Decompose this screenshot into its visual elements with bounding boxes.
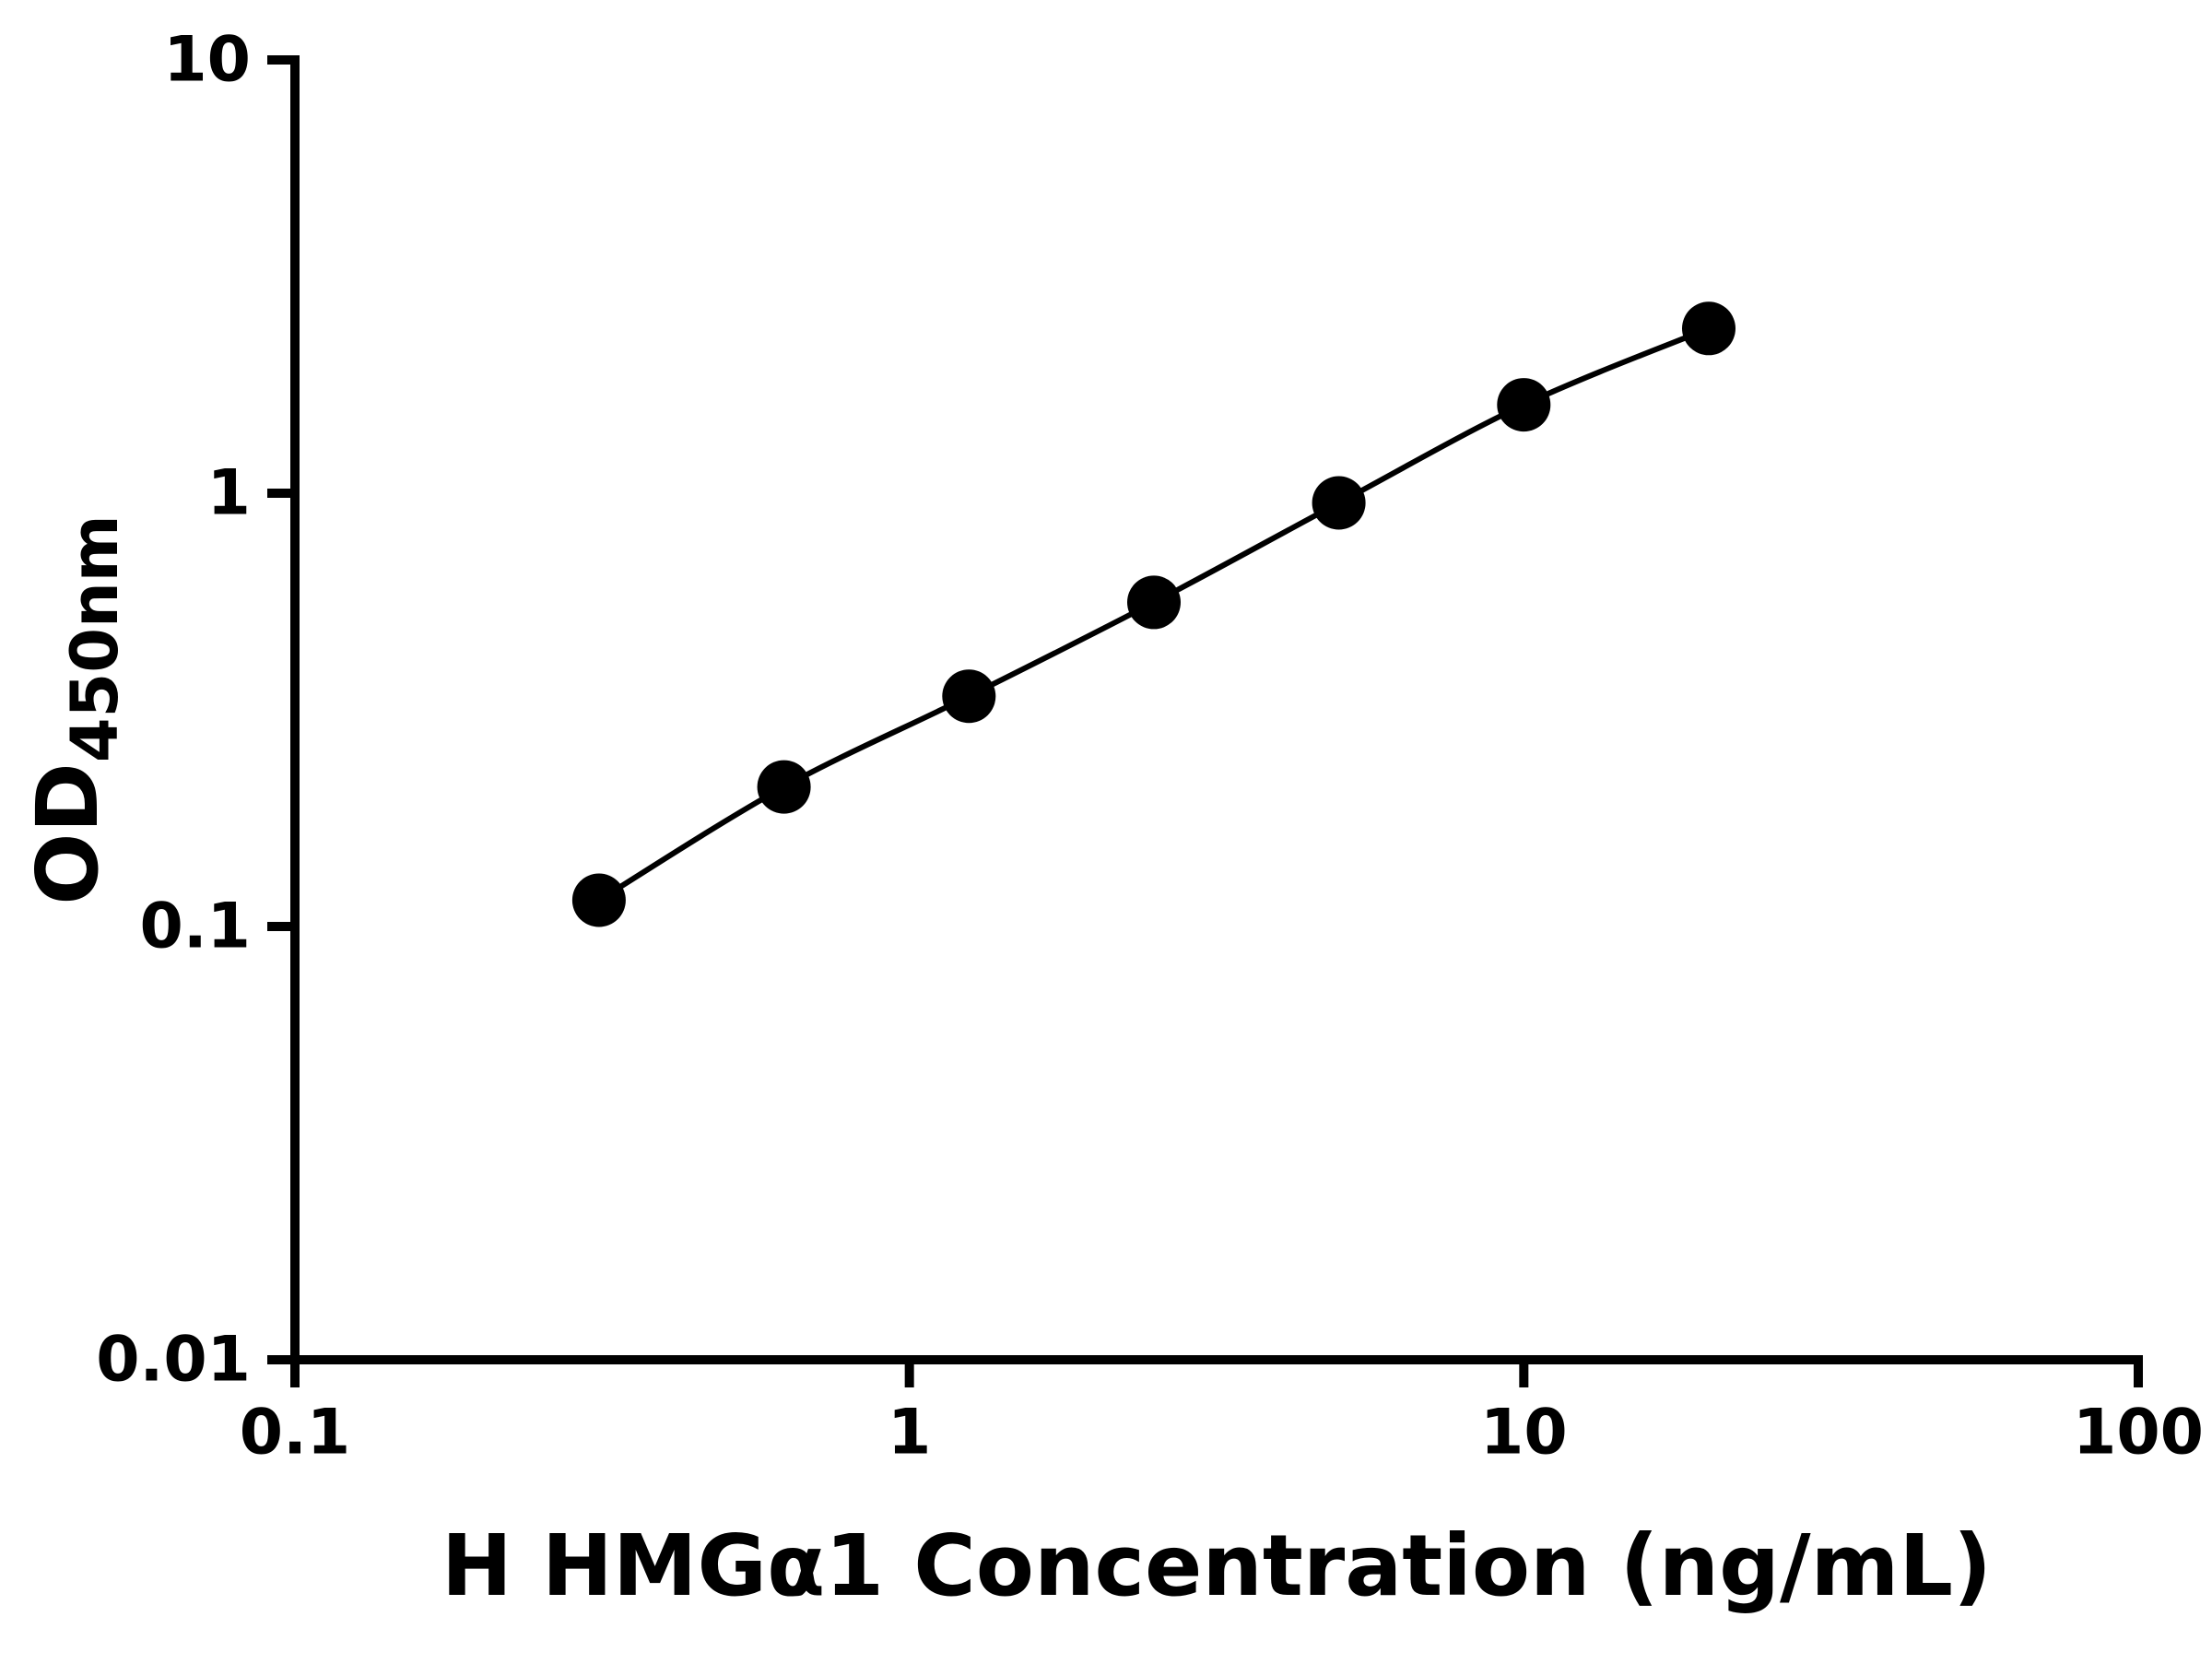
y-axis-title: OD450nm (18, 514, 133, 904)
x-tick-label: 100 (2073, 1397, 2204, 1469)
x-tick-label: 10 (1480, 1397, 1568, 1469)
data-point (1127, 575, 1181, 630)
x-tick-label: 0.1 (240, 1397, 350, 1469)
y-tick-label: 1 (207, 457, 251, 530)
y-axis-title-subscript: 450nm (57, 514, 133, 762)
y-axis-title-base: OD (18, 762, 117, 905)
data-point (571, 873, 626, 927)
y-tick-label: 10 (163, 24, 251, 97)
y-tick-label: 0.1 (140, 891, 251, 963)
x-axis-title: H HMGα1 Concentration (ng/mL) (441, 1516, 1992, 1615)
axis-lines (290, 55, 2143, 1364)
data-point (1497, 378, 1551, 432)
points-layer (571, 301, 1735, 927)
y-tick-label: 0.01 (96, 1324, 251, 1397)
data-point (942, 669, 996, 724)
data-point (757, 760, 811, 814)
labels-layer: H HMGα1 Concentration (ng/mL) OD450nm (18, 514, 1992, 1615)
x-tick-label: 1 (888, 1397, 931, 1469)
data-point (1682, 301, 1735, 356)
data-point (1312, 476, 1366, 530)
